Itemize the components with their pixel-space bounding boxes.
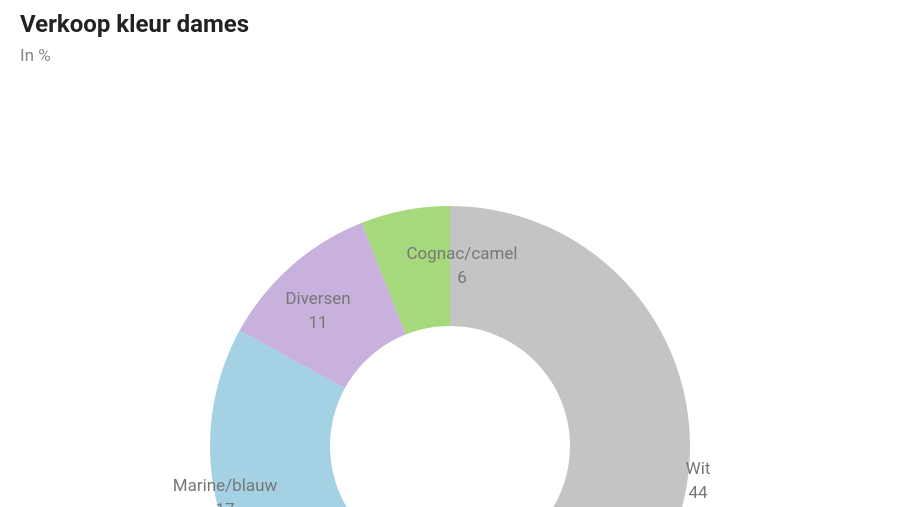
slice-value: 44: [688, 483, 708, 503]
slice-label: Wit: [686, 459, 711, 479]
slice-label: Marine/blauw: [173, 476, 278, 496]
donut-chart: Wit 44 Marine/blauw 17 Diversen 11 Cognac/came…: [0, 86, 900, 507]
slice-value: 11: [308, 313, 327, 333]
slice-value: 17: [215, 500, 234, 507]
chart-title: Verkoop kleur dames: [20, 10, 880, 38]
slice-value: 6: [457, 268, 467, 288]
slice-label: Diversen: [285, 289, 350, 309]
slice-label: Cognac/camel: [406, 244, 517, 264]
chart-subtitle: In %: [20, 46, 880, 66]
